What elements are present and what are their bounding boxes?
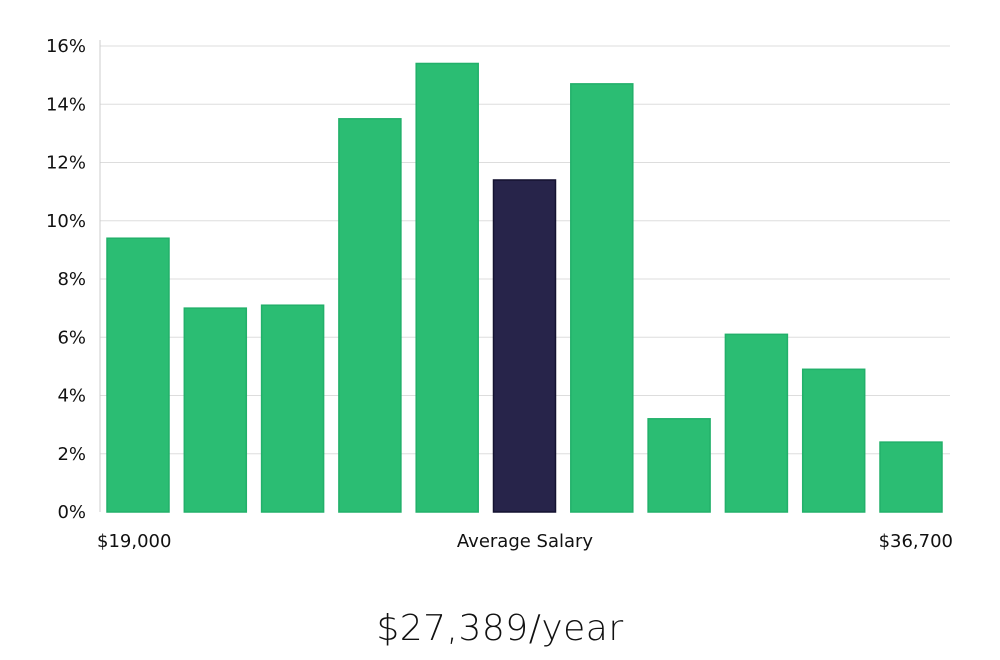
bars [106, 62, 943, 513]
bar [801, 368, 866, 513]
bar [724, 333, 789, 513]
bar [183, 307, 248, 513]
x-axis-title: Average Salary [457, 531, 594, 552]
bar [879, 441, 943, 513]
salary-histogram: 0% 2% 4% 6% 8% 10% 12% 14% 16% $19,000 Average S… [46, 36, 953, 552]
y-axis-ticks: 0% 2% 4% 6% 8% 10% 12% 14% 16% [46, 36, 86, 523]
y-tick-label: 8% [57, 269, 86, 290]
y-tick-label: 12% [46, 153, 86, 174]
x-max-label: $36,700 [879, 531, 953, 552]
y-tick-label: 4% [57, 386, 86, 407]
bar [106, 237, 170, 513]
y-tick-label: 2% [57, 444, 86, 465]
bar [647, 418, 711, 513]
y-tick-label: 16% [46, 36, 86, 57]
x-min-label: $19,000 [97, 531, 171, 552]
average-salary-value: $27,389/year [376, 608, 624, 649]
y-tick-label: 0% [57, 502, 86, 523]
bar [338, 118, 402, 513]
bar [260, 304, 325, 513]
bar-highlighted [492, 179, 557, 513]
bar [570, 83, 634, 513]
y-tick-label: 10% [46, 211, 86, 232]
y-tick-label: 14% [46, 94, 86, 115]
y-tick-label: 6% [57, 327, 86, 348]
bar [415, 62, 479, 513]
